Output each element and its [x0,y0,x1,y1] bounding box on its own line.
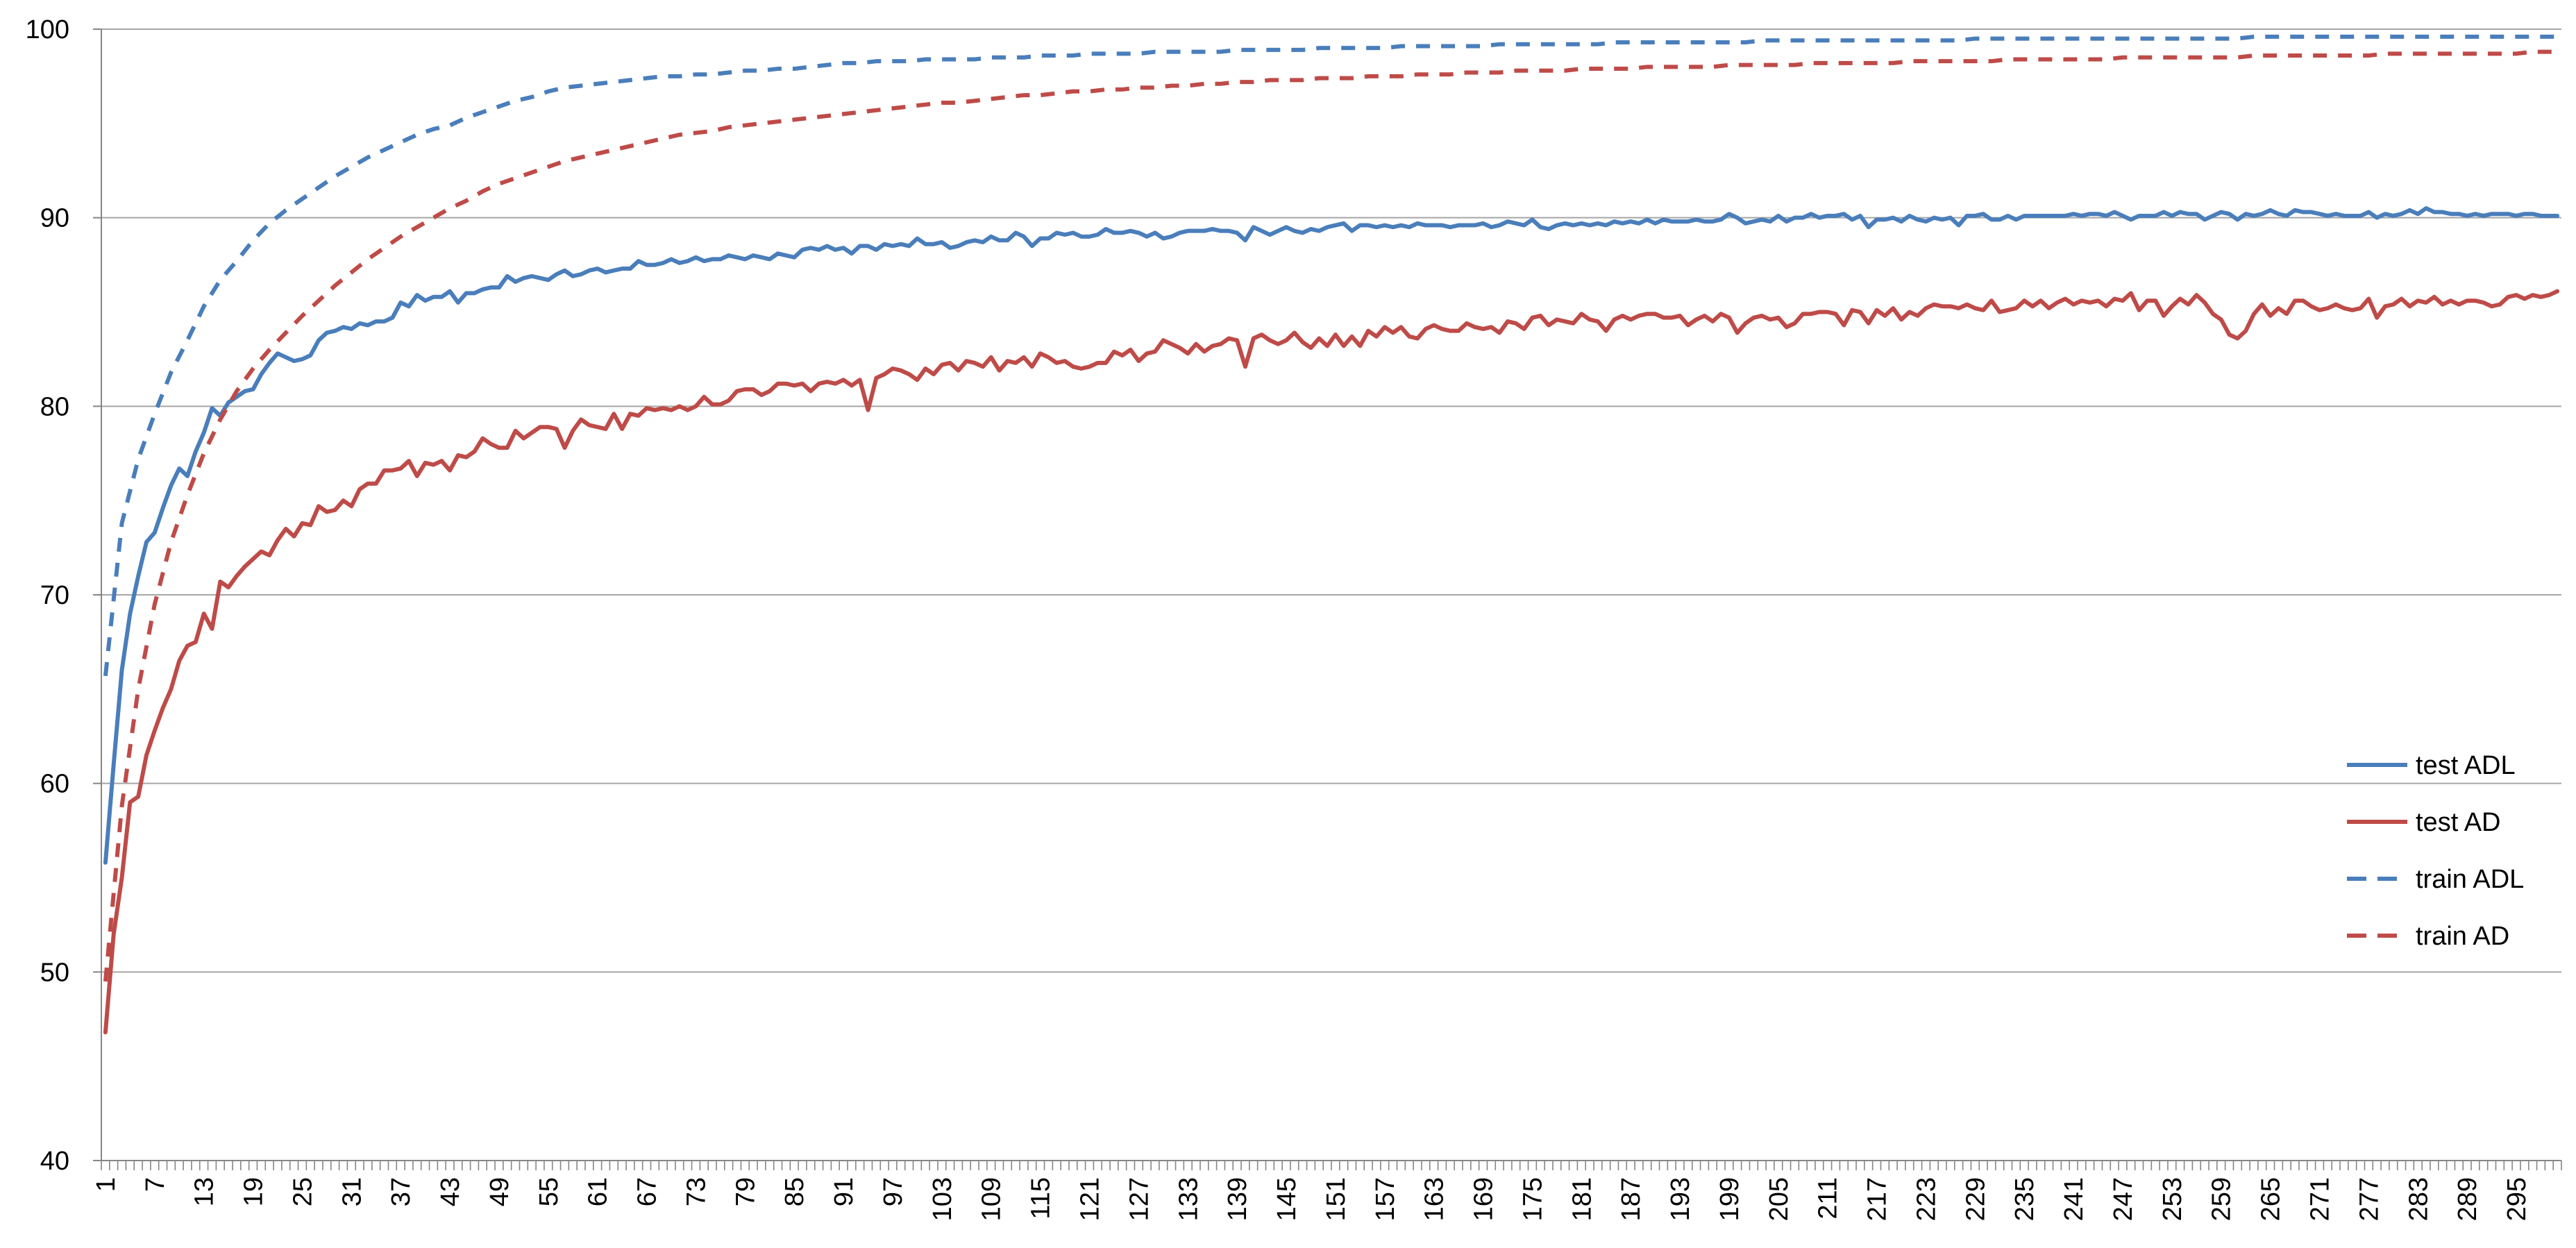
x-tick-label: 187 [1617,1177,1646,1221]
series-line-train-ad [103,49,2558,982]
x-tick-label: 211 [1814,1177,1843,1220]
legend: test ADL test AD train ADL train AD [2347,751,2524,951]
x-tick-label: 85 [780,1177,809,1206]
x-tick-label: 163 [1420,1177,1449,1221]
x-tick-label: 271 [2306,1177,2335,1221]
x-tick-label: 25 [288,1177,317,1206]
x-tick-label: 133 [1174,1177,1203,1221]
gridlines [101,28,2561,973]
x-tick-label: 55 [534,1177,564,1206]
x-tick-label: 253 [2158,1177,2187,1221]
x-tick-label: 199 [1715,1177,1744,1221]
x-tick-label: 67 [633,1177,662,1206]
legend-label: test ADL [2416,751,2516,780]
x-tick-label: 193 [1666,1177,1695,1221]
y-tick-label: 60 [40,770,69,799]
y-tick-label: 50 [40,958,69,987]
x-tick-label: 247 [2109,1177,2138,1221]
x-tick-label: 151 [1322,1177,1351,1221]
x-tick-label: 157 [1371,1177,1400,1221]
x-tick-label: 19 [239,1177,269,1206]
x-tick-label: 79 [731,1177,760,1206]
x-tick-label: 121 [1076,1177,1105,1221]
axes: 40 50 60 70 80 90 100 1 7 13 19 25 31 37 43 49 55 61 67 73 7… [26,15,2562,1221]
series-line-test-ad [103,289,2560,1035]
x-tick-label: 7 [141,1177,170,1192]
x-tick-label: 43 [436,1177,465,1206]
x-tick-label: 73 [682,1177,711,1206]
series-line-test-adl [103,206,2560,865]
series-lines [103,34,2560,1035]
x-tick-label: 115 [1027,1177,1056,1220]
x-tick-label: 217 [1863,1177,1892,1221]
x-tick-label: 91 [830,1177,859,1206]
x-tick-label: 169 [1470,1177,1499,1221]
x-tick-label: 139 [1223,1177,1252,1221]
x-tick-label: 13 [190,1177,219,1206]
x-tick-label: 175 [1518,1177,1547,1221]
x-tick-label: 259 [2207,1177,2237,1221]
x-tick-label: 181 [1567,1177,1597,1221]
legend-label: train ADL [2416,865,2524,894]
x-tick-label: 277 [2355,1177,2384,1221]
y-tick-label: 70 [40,581,69,610]
y-tick-label: 40 [40,1147,69,1176]
legend-label: test AD [2416,808,2501,837]
x-tick-label: 229 [1961,1177,1990,1221]
x-tick-label: 235 [2010,1177,2039,1221]
x-tick-label: 103 [928,1177,957,1221]
x-tick-label: 109 [977,1177,1007,1221]
x-tick-label: 223 [1912,1177,1941,1221]
x-tick-label: 1 [92,1177,121,1192]
y-tick-label: 80 [40,392,69,421]
x-tick-label: 97 [879,1177,908,1206]
x-tick-marks [101,1161,2562,1170]
x-tick-label: 145 [1272,1177,1302,1221]
x-tick-label: 61 [584,1177,613,1206]
x-tick-label: 295 [2502,1177,2532,1221]
x-tick-label: 49 [485,1177,514,1206]
x-tick-label: 205 [1765,1177,1794,1221]
x-tick-label: 37 [387,1177,416,1206]
x-tick-label: 289 [2453,1177,2482,1221]
y-tick-label: 90 [40,204,69,233]
y-tick-label: 100 [26,15,69,44]
x-tick-label: 127 [1125,1177,1154,1221]
legend-label: train AD [2416,922,2509,951]
x-tick-label: 241 [2060,1177,2089,1221]
x-tick-label: 31 [337,1177,367,1206]
x-tick-label: 265 [2257,1177,2286,1221]
series-line-train-adl [103,34,2558,677]
x-tick-label: 283 [2404,1177,2433,1221]
